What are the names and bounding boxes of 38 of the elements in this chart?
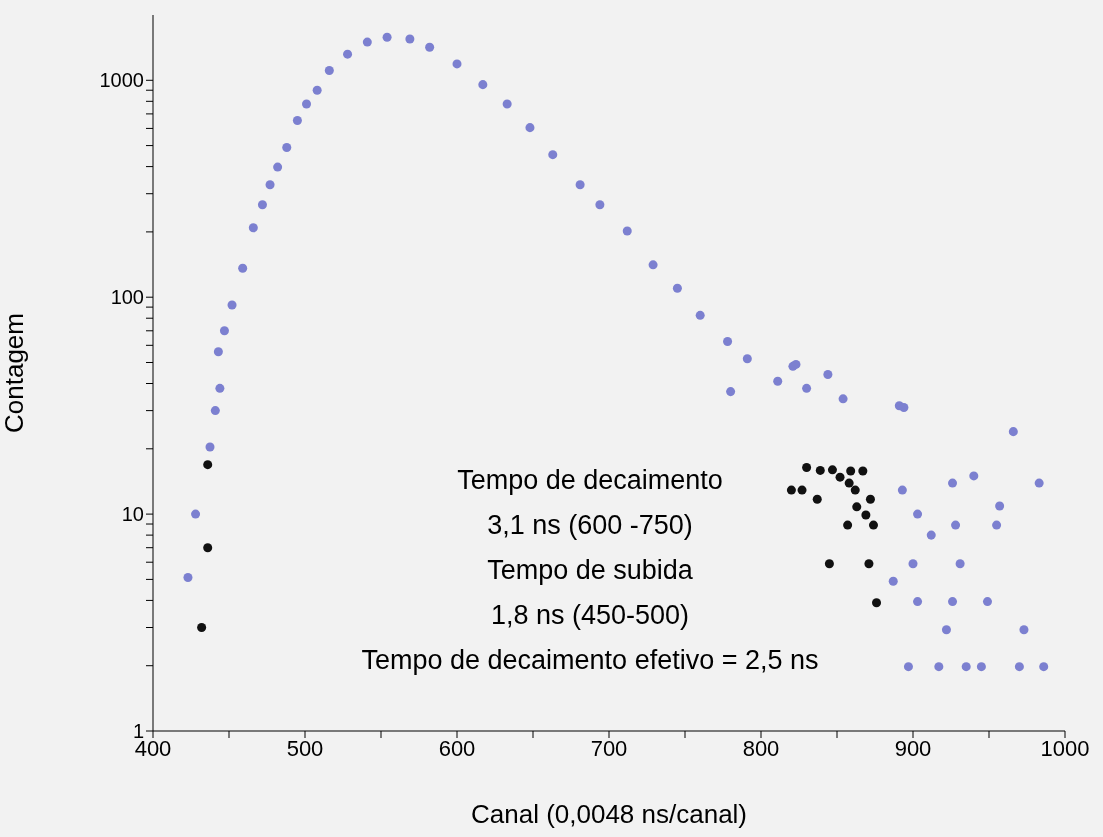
point <box>872 598 882 608</box>
point <box>203 543 213 553</box>
point <box>864 559 874 569</box>
x-tick-label: 1000 <box>1040 735 1090 761</box>
x-tick-label: 700 <box>590 735 628 761</box>
annotation: Tempo de decaimento <box>456 464 724 497</box>
point <box>815 465 825 475</box>
point <box>861 510 871 520</box>
point <box>835 472 845 482</box>
x-tick-label: 900 <box>894 735 932 761</box>
point <box>844 478 854 488</box>
point <box>846 466 856 476</box>
annotation: Tempo de decaimento efetivo = 2,5 ns <box>360 644 820 677</box>
point <box>827 465 837 475</box>
point <box>797 485 807 495</box>
point <box>786 485 796 495</box>
point <box>850 485 860 495</box>
y-axis-title: Contagem <box>0 313 30 433</box>
y-tick-label: 10 <box>121 503 144 526</box>
annotation: 1,8 ns (450-500) <box>489 599 691 632</box>
annotation: 3,1 ns (600 -750) <box>486 509 694 542</box>
x-axis-title: Canal (0,0048 ns/canal) <box>470 799 748 829</box>
point <box>802 462 812 472</box>
y-tick-label: 1000 <box>99 69 144 92</box>
x-tick-label: 500 <box>286 735 324 761</box>
point <box>812 494 822 504</box>
point <box>852 502 862 512</box>
point <box>843 520 853 530</box>
point <box>858 466 868 476</box>
annotation: Tempo de subida <box>486 554 694 587</box>
x-tick-label: 600 <box>438 735 476 761</box>
x-tick-label: 800 <box>742 735 780 761</box>
point <box>203 460 213 470</box>
point <box>197 623 207 633</box>
point <box>824 559 834 569</box>
y-tick-label: 100 <box>110 286 144 309</box>
point <box>865 494 875 504</box>
point <box>868 520 878 530</box>
